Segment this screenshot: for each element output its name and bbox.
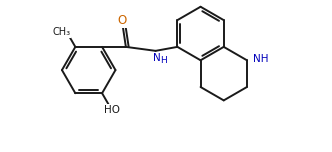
Text: H: H <box>161 56 167 65</box>
Text: HO: HO <box>104 105 120 115</box>
Text: CH₃: CH₃ <box>52 27 70 37</box>
Text: O: O <box>117 14 126 27</box>
Text: N: N <box>153 53 160 63</box>
Text: NH: NH <box>253 54 269 64</box>
